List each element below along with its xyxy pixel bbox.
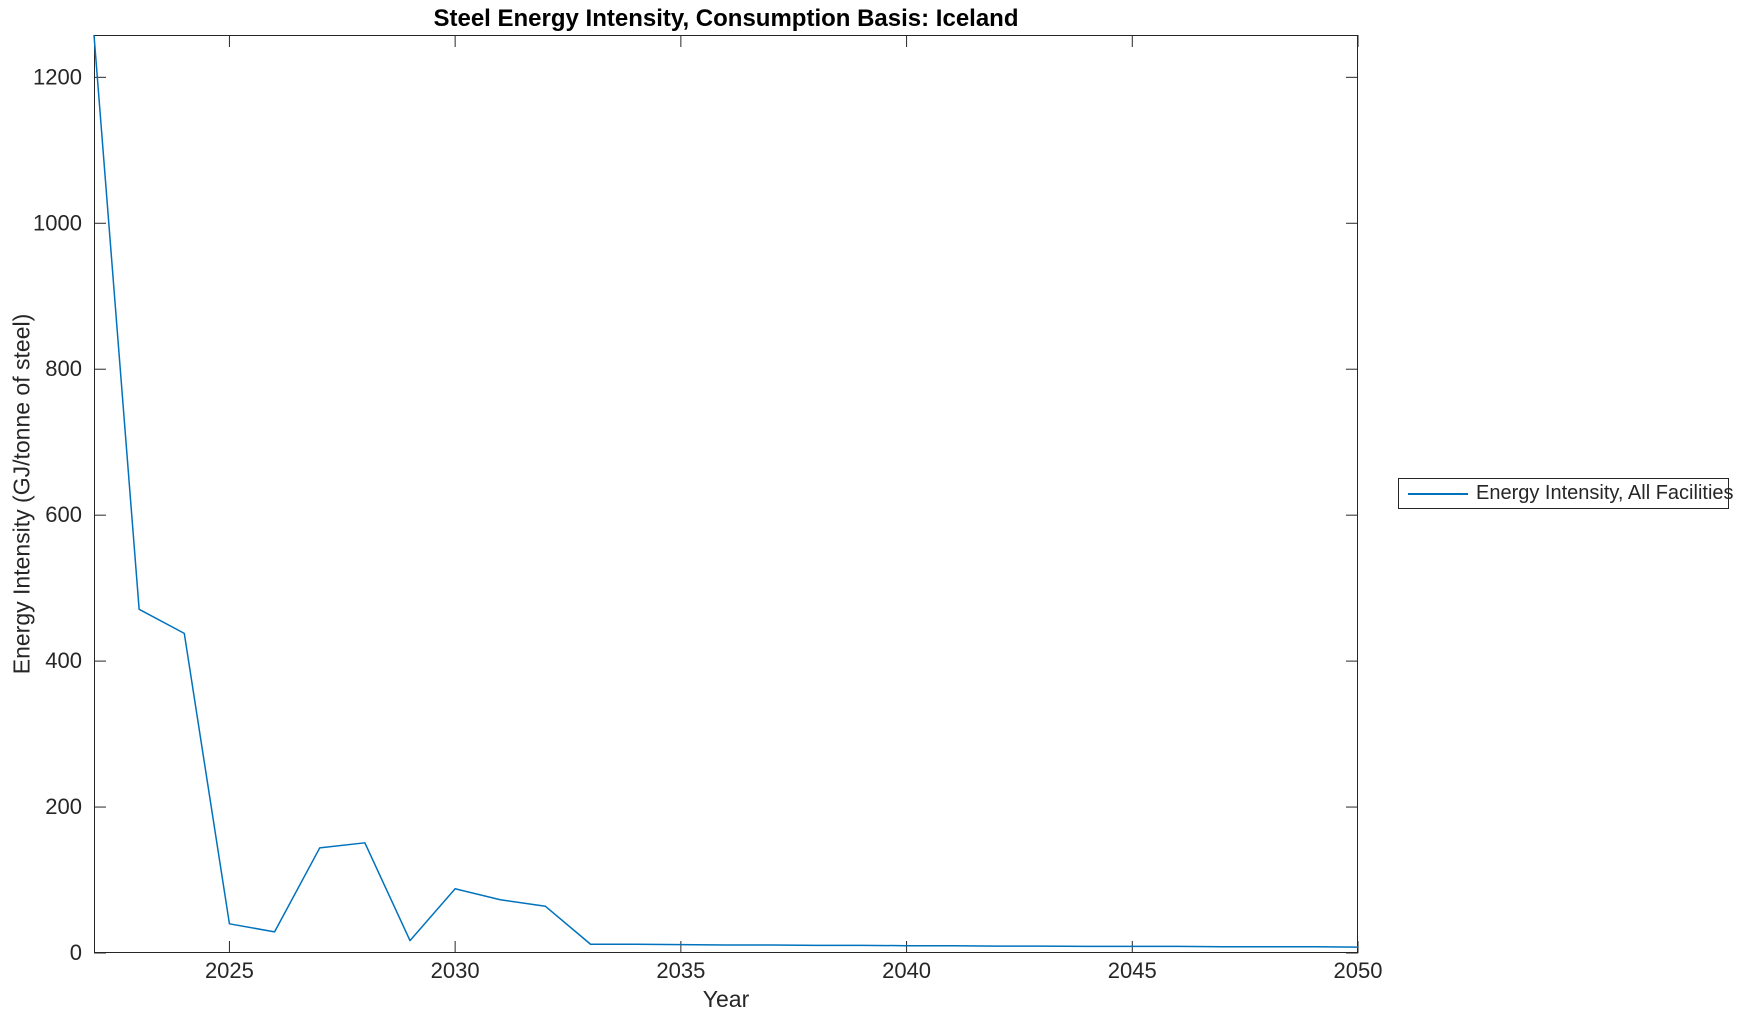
x-tick-label: 2030 bbox=[431, 958, 480, 983]
y-tick-label: 600 bbox=[45, 502, 82, 527]
x-tick-label: 2045 bbox=[1108, 958, 1157, 983]
x-tick-label: 2050 bbox=[1334, 958, 1383, 983]
y-tick-label: 800 bbox=[45, 356, 82, 381]
axes-box bbox=[94, 35, 1358, 953]
x-tick-label: 2035 bbox=[656, 958, 705, 983]
y-tick-label: 0 bbox=[70, 940, 82, 965]
y-axis-label: Energy Intensity (GJ/tonne of steel) bbox=[8, 313, 35, 675]
y-tick-label: 200 bbox=[45, 794, 82, 819]
data-line bbox=[93, 34, 1359, 948]
legend: Energy Intensity, All Facilities bbox=[1398, 478, 1734, 509]
x-axis-label: Year bbox=[702, 986, 750, 1012]
x-tick-label: 2025 bbox=[205, 958, 254, 983]
legend-entry-label: Energy Intensity, All Facilities bbox=[1476, 482, 1734, 504]
y-tick-label: 1200 bbox=[33, 64, 82, 89]
x-tick-label: 2040 bbox=[882, 958, 931, 983]
y-tick-label: 1000 bbox=[33, 210, 82, 235]
y-tick-label: 400 bbox=[45, 648, 82, 673]
chart-title: Steel Energy Intensity, Consumption Basi… bbox=[433, 5, 1019, 32]
legend-line-sample bbox=[1408, 492, 1468, 495]
